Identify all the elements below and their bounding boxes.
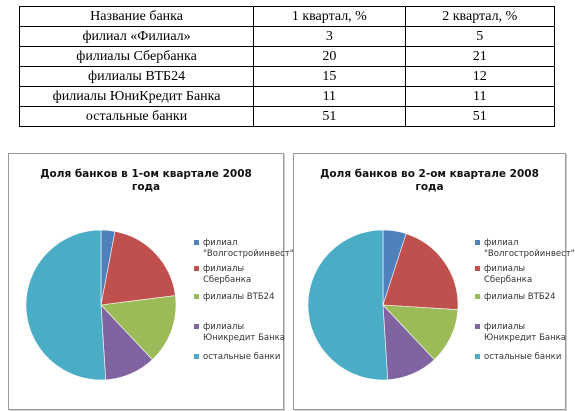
slice-sberbank xyxy=(100,230,176,306)
legend-label: филиалы Сбербанка xyxy=(203,264,252,285)
table-header-row: Название банка 1 квартал, % 2 квартал, % xyxy=(18,6,556,27)
legend-label: филиалы Юникредит Банка xyxy=(203,322,286,343)
cell-bank: филиалы Сбербанка xyxy=(18,46,255,67)
chart-title: Доля банков в 1-ом квартале 2008 года xyxy=(9,168,283,194)
legend-swatch xyxy=(475,266,480,271)
table-row: филиалы ЮниКредит Банка 11 11 xyxy=(18,86,556,107)
cell-q2: 5 xyxy=(404,26,556,47)
cell-q1: 3 xyxy=(253,26,406,47)
legend-label: остальные банки xyxy=(203,352,281,362)
table-row: филиалы ВТБ24 15 12 xyxy=(18,66,556,87)
legend-swatch xyxy=(194,266,199,271)
cell-q2: 21 xyxy=(404,46,556,67)
chart-title-line1: Доля банков во 2-ом квартале 2008 xyxy=(320,168,539,180)
legend-swatch xyxy=(475,240,480,245)
legend-swatch xyxy=(194,240,199,245)
cell-bank: остальные банки xyxy=(18,106,255,127)
chart-title-line1: Доля банков в 1-ом квартале 2008 xyxy=(40,168,252,180)
cell-bank: филиал «Филиал» xyxy=(18,26,255,47)
legend-swatch xyxy=(194,294,199,299)
legend-swatch xyxy=(194,354,199,359)
legend-label: филиал "Волгостройинвест" xyxy=(484,238,575,259)
table-row: филиалы Сбербанка 20 21 xyxy=(18,46,556,67)
legend-label: филиалы ВТБ24 xyxy=(484,292,556,302)
bank-share-table: Название банка 1 квартал, % 2 квартал, %… xyxy=(18,6,556,127)
table-row: филиал «Филиал» 3 5 xyxy=(18,26,556,47)
slice-other-banks xyxy=(307,229,389,381)
table-row: остальные банки 51 51 xyxy=(18,106,556,127)
cell-q2: 12 xyxy=(404,66,556,87)
legend-swatch xyxy=(194,324,199,329)
header-bank-name: Название банка xyxy=(18,6,255,27)
cell-q2: 11 xyxy=(404,86,556,107)
legend-label: филиалы Сбербанка xyxy=(484,264,533,285)
cell-q1: 15 xyxy=(253,66,406,87)
legend-label: филиалы Юникредит Банка xyxy=(484,322,567,343)
cell-q1: 20 xyxy=(253,46,406,67)
cell-q2: 51 xyxy=(404,106,556,127)
pie-chart-q1: Доля банков в 1-ом квартале 2008 года фи… xyxy=(8,153,294,410)
pie-chart-svg xyxy=(25,229,177,381)
pie-chart-q2: Доля банков во 2-ом квартале 2008 года ф… xyxy=(293,153,575,410)
header-q1: 1 квартал, % xyxy=(253,6,406,27)
chart-title-line2: года xyxy=(131,181,161,193)
legend-label: остальные банки xyxy=(484,352,562,362)
cell-q1: 11 xyxy=(253,86,406,107)
chart-title: Доля банков во 2-ом квартале 2008 года xyxy=(294,168,565,194)
slice-vtb24 xyxy=(100,295,177,361)
legend-label: филиал "Волгостройинвест" xyxy=(203,238,294,259)
legend-swatch xyxy=(475,294,480,299)
slice-other-banks xyxy=(25,229,107,381)
legend-swatch xyxy=(475,354,480,359)
cell-q1: 51 xyxy=(253,106,406,127)
header-q2: 2 квартал, % xyxy=(404,6,556,27)
legend-label: филиалы ВТБ24 xyxy=(203,292,275,302)
chart-title-line2: года xyxy=(415,181,444,193)
cell-bank: филиалы ЮниКредит Банка xyxy=(18,86,255,107)
pie-chart-svg xyxy=(307,229,459,381)
legend-swatch xyxy=(475,324,480,329)
cell-bank: филиалы ВТБ24 xyxy=(18,66,255,87)
slice-sberbank xyxy=(382,233,459,311)
